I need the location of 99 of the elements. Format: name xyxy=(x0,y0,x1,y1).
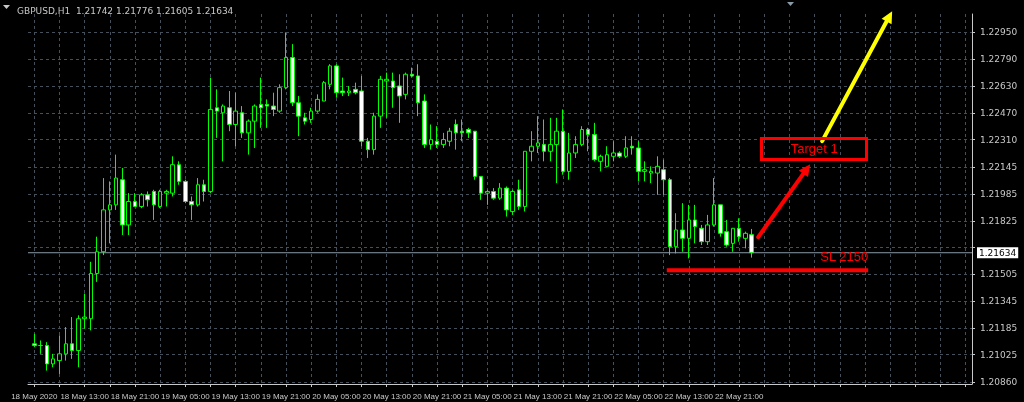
x-tick-label: 18 May 2020 xyxy=(11,391,58,401)
x-tick-label: 20 May 13:00 xyxy=(362,391,412,401)
x-tick-label: 20 May 21:00 xyxy=(412,391,462,401)
candlestick xyxy=(674,212,678,254)
candlestick xyxy=(240,105,244,139)
x-tick-label: 21 May 13:00 xyxy=(513,391,563,401)
candlestick xyxy=(391,72,395,109)
x-tick-label: 18 May 21:00 xyxy=(110,391,160,401)
x-tick-label: 22 May 13:00 xyxy=(664,391,714,401)
candlestick xyxy=(567,132,571,181)
candlestick xyxy=(64,326,68,362)
candlestick xyxy=(89,261,93,331)
candlestick xyxy=(101,177,106,256)
candlestick xyxy=(315,93,320,114)
candlestick xyxy=(523,150,527,213)
candlestick xyxy=(630,135,634,156)
y-tick-label: 1.21505 xyxy=(980,269,1018,280)
candlestick xyxy=(479,175,483,201)
x-tick-label: 21 May 05:00 xyxy=(463,391,513,401)
y-tick-label: 1.21185 xyxy=(980,322,1018,333)
candlestick xyxy=(517,179,521,211)
candlestick xyxy=(202,179,206,203)
x-tick-label: 19 May 13:00 xyxy=(211,391,261,401)
candlestick xyxy=(573,135,578,159)
candlestick xyxy=(303,112,307,125)
candlestick xyxy=(498,182,502,201)
label-box: Target 1 xyxy=(760,137,869,162)
candlestick xyxy=(737,217,741,243)
candlestick xyxy=(284,31,288,90)
x-tick-label: 22 May 05:00 xyxy=(614,391,664,401)
candlestick xyxy=(586,127,590,152)
series-label: SL 2150 xyxy=(820,249,869,265)
candlestick xyxy=(624,135,628,159)
x-tick-label: 19 May 21:00 xyxy=(261,391,311,401)
y-tick-label: 1.22310 xyxy=(980,134,1018,145)
candlestick xyxy=(668,177,672,256)
x-tick-label: 19 May 05:00 xyxy=(161,391,211,401)
candlestick xyxy=(366,137,370,159)
candlestick xyxy=(177,160,181,186)
y-tick-label: 1.22950 xyxy=(980,27,1018,38)
candlestick xyxy=(259,77,263,129)
y-tick-label: 1.21985 xyxy=(980,188,1018,199)
chart-title: GBPUSD,H1 1.21742 1.21776 1.21605 1.21634 xyxy=(17,5,234,16)
candlestick xyxy=(372,112,376,156)
candlestick xyxy=(466,127,471,139)
candlestick xyxy=(605,145,609,167)
candlestick xyxy=(32,333,37,348)
candlestick xyxy=(133,192,137,208)
candlestick xyxy=(208,77,213,194)
y-tick-label: 1.21825 xyxy=(980,215,1018,226)
candlestick xyxy=(38,339,43,355)
y-tick-label: 1.20860 xyxy=(980,377,1018,388)
y-tick-label: 1.22790 xyxy=(980,54,1018,65)
candlestick xyxy=(70,316,74,360)
candlestick xyxy=(473,130,477,181)
y-tick-label: 1.22145 xyxy=(980,162,1018,173)
candlestick xyxy=(158,189,162,209)
candlestick xyxy=(580,125,584,147)
ref-line-label: 1.21634 xyxy=(979,247,1017,258)
candlestick xyxy=(45,341,49,372)
candlestick xyxy=(95,236,99,283)
candlestick xyxy=(347,85,351,97)
candlestick xyxy=(114,154,118,211)
candlestick xyxy=(649,165,653,184)
candlestick xyxy=(221,103,225,162)
y-tick-label: 1.22630 xyxy=(980,80,1018,91)
candlestick xyxy=(152,189,156,221)
x-tick-label: 21 May 21:00 xyxy=(563,391,613,401)
candlestick xyxy=(51,353,55,368)
candlestick xyxy=(265,98,269,129)
y-tick-label: 1.21025 xyxy=(980,349,1018,360)
x-tick-label: 20 May 05:00 xyxy=(312,391,362,401)
x-tick-label: 18 May 13:00 xyxy=(60,391,110,401)
candlestick xyxy=(322,80,326,102)
candlestick xyxy=(542,118,546,162)
candlestick xyxy=(454,118,458,151)
candlestick xyxy=(529,130,534,162)
candlestick xyxy=(410,67,414,79)
y-tick-label: 1.21345 xyxy=(980,296,1018,307)
candlestick xyxy=(687,204,691,259)
candlestick xyxy=(712,177,716,228)
candlestick xyxy=(680,202,685,253)
candlestick xyxy=(108,180,112,244)
candlestick xyxy=(561,108,565,176)
x-tick-label: 22 May 21:00 xyxy=(714,391,764,401)
candlestick xyxy=(328,63,332,90)
candlestick xyxy=(536,115,540,154)
y-tick-label: 1.22470 xyxy=(980,107,1018,118)
candlestick xyxy=(693,204,697,244)
candlestick xyxy=(731,227,735,253)
candlestick xyxy=(416,63,420,117)
candlestick xyxy=(435,125,439,149)
candlestick xyxy=(215,88,219,139)
candlestick xyxy=(422,93,427,149)
candlestick xyxy=(460,118,464,142)
candlestick xyxy=(57,334,62,375)
candlestick xyxy=(429,124,433,151)
candlestick xyxy=(309,107,313,124)
candlestick xyxy=(196,177,200,208)
